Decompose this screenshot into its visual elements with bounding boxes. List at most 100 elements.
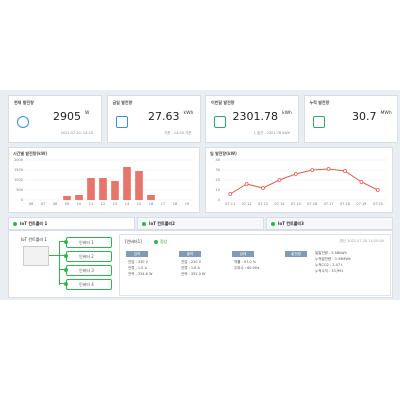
point (375, 188, 380, 192)
chart-card: 일 발전량(kW) 0 10 20 30 40 07.11 07.12 07.13 07.14 07… (205, 147, 393, 213)
stat-card: 이번달 발전량 2301.78 kWh 1 일간 : 2301.78 kWh (205, 95, 299, 143)
device-name: IoT 컨트롤러 1 (21, 237, 47, 242)
card-title: 현재 발전량 (14, 100, 34, 105)
stat-card: 현재 발전량 2905 W 2022.07.20. 14:20 (8, 95, 102, 143)
card-note: 기준 : 14:20 기준 (164, 131, 192, 135)
section-title: 상태 (232, 251, 254, 257)
y-tick-label: 0 (21, 198, 23, 202)
x-tick-label: 19 (185, 202, 189, 206)
inverter-node[interactable]: 인버터 1 (64, 237, 112, 248)
card-unit: kWh (282, 111, 292, 116)
x-tick-label: 07.12 (242, 202, 252, 206)
y-tick-label: 0 (218, 198, 220, 202)
tab[interactable]: IoT 컨트롤러 1 (8, 217, 135, 230)
y-tick-label: 10 (216, 188, 220, 192)
point (359, 180, 364, 184)
bar (135, 171, 143, 200)
x-tick-label: 07.14 (274, 202, 285, 206)
y-tick-label: 500 (16, 188, 23, 192)
section-line: 주파수 : 60.0Hz (234, 266, 260, 270)
x-tick-label: 13 (113, 202, 117, 206)
status-dot (13, 222, 17, 226)
tab[interactable]: IoT 컨트롤러3 (266, 217, 393, 230)
status-dot (64, 282, 68, 286)
bar (75, 195, 83, 200)
chart: 0 10 20 30 40 07.11 07.12 07.13 07.14 07.15 07.16 0… (216, 158, 386, 206)
section-line: 전류 : 1.6 A (181, 266, 200, 270)
section-line: 전력 : 334.6 W (128, 272, 153, 276)
card-icon (214, 116, 226, 128)
section-line: 누적수익 : 33,991 (315, 269, 344, 273)
dashboard: 현재 발전량 2905 W 2022.07.20. 14:20 금일 발전량 27.63 k… (0, 90, 400, 300)
device-icon (23, 246, 49, 266)
card-value: 27.63 (148, 110, 180, 123)
section-line: 누적CO2 : 2.47 t (315, 263, 343, 267)
stat-card: 누적 발전량 30.7 MWh (303, 95, 398, 143)
point (261, 186, 265, 190)
inverter-node[interactable]: 인버터 2 (64, 251, 112, 262)
point (326, 167, 331, 171)
bar (87, 178, 95, 200)
point (244, 182, 249, 186)
y-tick-label: 1500 (14, 168, 23, 172)
section-title: 출력 (179, 251, 201, 257)
y-tick-label: 2000 (14, 158, 23, 162)
chart-card: 시간별 발전량(kW) 0 500 1000 1500 2000 06 07 08 09 10 11 1… (8, 147, 200, 213)
section-line: 역률 : 97.0 % (234, 260, 257, 264)
tree-line (59, 283, 66, 284)
status-dot (64, 268, 68, 272)
detail-status: 정상 (160, 239, 168, 244)
device-panel: IoT 컨트롤러 1 인버터 1 인버터 2 인버터 3 인버터 4 [인버터1] 정상 갱신… (8, 230, 393, 298)
detail-updated: 갱신 2022.07.20 14:20:00 (339, 239, 384, 243)
inverter-label: 인버터 3 (79, 268, 94, 273)
card-unit: kWh (183, 111, 194, 116)
section-line: 전압 : 330 V (128, 260, 149, 264)
detail-name: [인버터1] (125, 239, 142, 244)
tab-label: IoT 컨트롤러2 (149, 221, 175, 226)
tree-line (59, 241, 60, 285)
tab-label: IoT 컨트롤러 1 (20, 221, 48, 226)
tree-line (59, 269, 66, 270)
x-tick-label: 17 (161, 202, 165, 206)
x-tick-label: 07.13 (258, 202, 268, 206)
card-icon (115, 116, 128, 128)
bar (111, 181, 119, 200)
x-tick-label: 15 (137, 202, 141, 206)
x-tick-label: 12 (101, 202, 105, 206)
x-tick-label: 07.15 (291, 202, 301, 206)
status-dot (142, 222, 146, 226)
detail-section: 출력 전압 : 220 V 전류 : 1.6 A 전력 : 352.0 W (179, 251, 229, 291)
x-tick-label: 07.17 (324, 202, 334, 206)
card-value: 2905 (53, 110, 81, 123)
status-dot (271, 222, 275, 226)
inverter-node[interactable]: 인버터 3 (64, 265, 112, 276)
x-tick-label: 07 (41, 202, 45, 206)
point (343, 169, 347, 173)
x-tick-label: 06 (29, 202, 33, 206)
bar (147, 195, 155, 200)
tab[interactable]: IoT 컨트롤러2 (137, 217, 264, 230)
detail-section: 발전량 일발전량 : 3.58kWh 누적발전량 : 3.39MWh 누적CO2 : … (285, 251, 385, 291)
y-tick-label: 30 (216, 168, 220, 172)
card-icon (312, 116, 325, 128)
x-tick-label: 18 (173, 202, 177, 206)
section-line: 전압 : 220 V (181, 260, 202, 264)
chart-title: 일 발전량(kW) (210, 151, 237, 156)
line (229, 168, 379, 195)
bar (99, 178, 107, 200)
inverter-node[interactable]: 인버터 4 (64, 279, 112, 290)
chart-title: 시간별 발전량(kW) (13, 151, 48, 156)
y-tick-label: 1000 (14, 178, 23, 182)
x-tick-label: 11 (89, 202, 93, 206)
card-title: 누적 발전량 (309, 100, 330, 105)
x-tick-label: 07.16 (307, 202, 317, 206)
x-tick-label: 09 (65, 202, 69, 206)
section-title: 발전량 (285, 251, 307, 257)
point (293, 172, 298, 176)
chart: 0 500 1000 1500 2000 06 07 08 09 10 11 12 13 14 15 16 17… (14, 158, 193, 206)
point (228, 192, 233, 196)
card-title: 금일 발전량 (112, 100, 133, 105)
card-value: 2301.78 (232, 110, 279, 123)
